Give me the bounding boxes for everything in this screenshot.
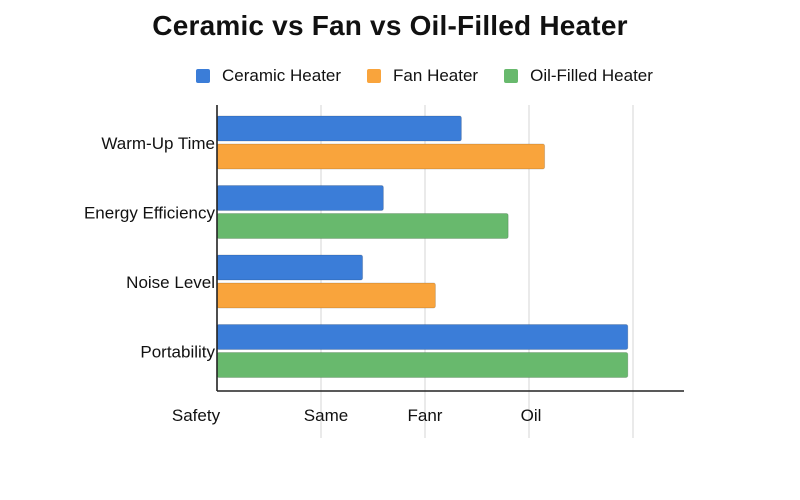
- category-label: Noise Level: [126, 273, 215, 292]
- bar: [216, 352, 629, 378]
- legend-swatch-ceramic: [196, 69, 210, 83]
- legend-swatch-oil: [504, 69, 519, 83]
- category-label: Warm-Up Time: [101, 134, 215, 153]
- bars: [216, 115, 629, 378]
- x-tick-labels: Safety Same Fanr Oil: [172, 406, 541, 425]
- category-label: Portability: [140, 343, 215, 362]
- legend-label-oil: Oil-Filled Heater: [530, 66, 653, 85]
- bar: [216, 282, 436, 309]
- bar: [216, 254, 364, 281]
- legend-item-oil: Oil-Filled Heater: [504, 66, 653, 86]
- bar: [216, 185, 384, 211]
- x-tick-label: Oil: [521, 406, 542, 425]
- bar: [216, 213, 509, 239]
- legend-item-fan: Fan Heater: [367, 66, 478, 86]
- x-tick-label: Safety: [172, 406, 221, 425]
- category-label: Energy Efficiency: [84, 204, 216, 223]
- legend-label-ceramic: Ceramic Heater: [222, 66, 342, 85]
- legend: Ceramic Heater Fan Heater Oil-Filled Hea…: [196, 66, 679, 86]
- x-tick-label: Same: [304, 406, 348, 425]
- bottom-band: [0, 438, 800, 500]
- category-labels: Warm-Up Time Energy Efficiency Noise Level…: [84, 134, 216, 362]
- legend-item-ceramic: Ceramic Heater: [196, 66, 341, 86]
- bar: [216, 324, 629, 350]
- chart-title: Ceramic vs Fan vs Oil-Filled Heater: [152, 10, 628, 41]
- bar: [216, 143, 546, 170]
- legend-label-fan: Fan Heater: [393, 66, 479, 85]
- x-tick-label: Fanr: [408, 406, 443, 425]
- legend-swatch-fan: [367, 69, 382, 83]
- axes: [216, 105, 684, 392]
- bar: [216, 115, 462, 142]
